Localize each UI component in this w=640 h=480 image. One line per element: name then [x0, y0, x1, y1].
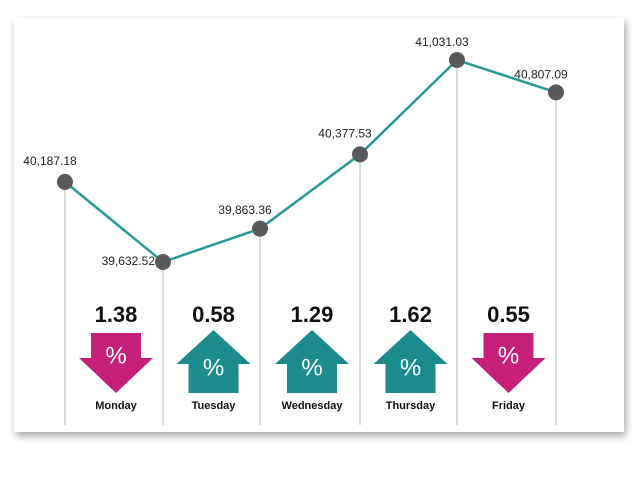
change-arrow — [275, 330, 349, 393]
marker — [252, 220, 268, 237]
day-label: Friday — [492, 400, 526, 412]
day-label: Monday — [95, 400, 137, 412]
value-label: 40,187.18 — [23, 154, 77, 168]
value-label: 39,863.36 — [218, 203, 272, 217]
change-arrow — [176, 330, 251, 393]
change-value: 1.38 — [95, 302, 138, 327]
value-label: 41,031.03 — [415, 35, 469, 49]
day-label: Wednesday — [282, 400, 344, 412]
day-label: Thursday — [386, 400, 436, 412]
percent-symbol: % — [203, 354, 224, 381]
change-arrow — [471, 333, 546, 393]
marker — [449, 52, 465, 68]
change-arrow — [79, 333, 153, 393]
line — [64, 58, 557, 264]
percent-symbol: % — [301, 354, 322, 381]
percent-symbol: % — [105, 342, 126, 369]
marker — [548, 84, 564, 101]
value-label: 40,377.53 — [318, 127, 372, 141]
change-arrow — [373, 330, 448, 393]
value-label: 39,632.52 — [102, 254, 156, 268]
day-label: Tuesday — [192, 400, 237, 412]
marker — [155, 254, 171, 270]
value-label: 40,807.09 — [514, 68, 568, 82]
change-value: 0.55 — [487, 302, 530, 327]
change-value: 1.29 — [291, 302, 334, 327]
change-value: 0.58 — [192, 302, 235, 327]
change-value: 1.62 — [389, 302, 432, 327]
marker — [57, 173, 73, 190]
marker — [352, 146, 368, 163]
percent-symbol: % — [400, 354, 421, 381]
percent-symbol: % — [498, 342, 519, 369]
